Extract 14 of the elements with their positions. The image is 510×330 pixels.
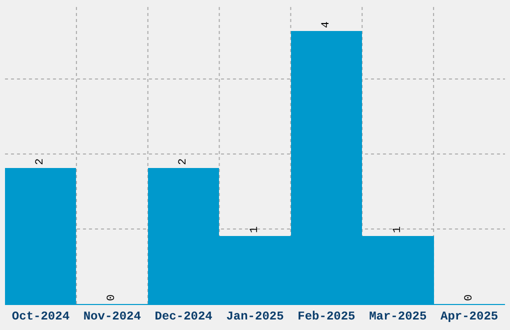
x-tick-label: Nov-2024 (83, 309, 141, 324)
x-tick-label: Oct-2024 (12, 309, 70, 324)
x-tick-label: Jan-2025 (226, 309, 284, 324)
x-tick-label: Mar-2025 (369, 309, 427, 324)
data-label: 0 (106, 294, 118, 301)
data-label: 2 (34, 158, 46, 165)
data-label: 1 (392, 226, 404, 233)
x-tick-label: Feb-2025 (298, 309, 356, 324)
data-label: 1 (249, 226, 261, 233)
data-label: 0 (464, 294, 476, 301)
data-label: 4 (320, 21, 332, 28)
x-tick-label: Dec-2024 (154, 309, 212, 324)
data-label: 2 (178, 158, 190, 165)
x-tick-label: Apr-2025 (440, 309, 498, 324)
